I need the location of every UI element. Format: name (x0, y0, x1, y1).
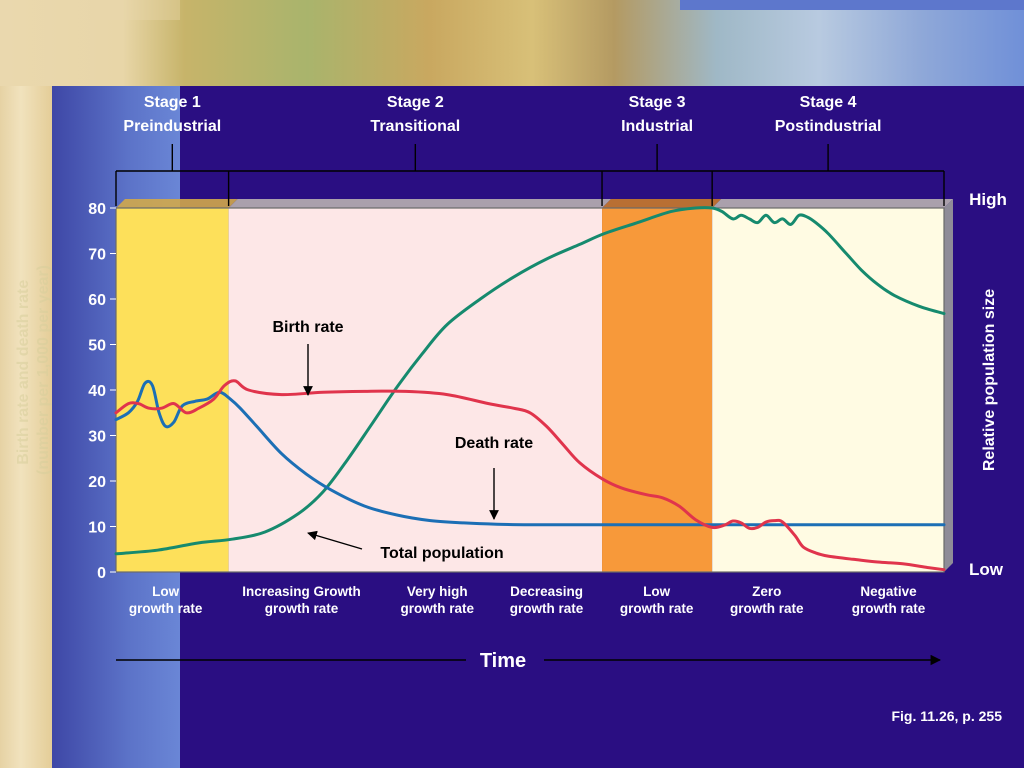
growth-label-1: Low growth rate (129, 584, 203, 616)
plot-right-edge (944, 199, 953, 572)
stage-label-3: Stage 3 Industrial (621, 94, 693, 135)
plot-depth-edge (116, 199, 953, 572)
parchment-border (0, 0, 52, 768)
stage-band-3 (602, 208, 713, 572)
y-tick-label-80: 80 (88, 201, 106, 218)
y-axis: 0 10 20 30 40 50 60 70 80 (88, 201, 116, 582)
y-tick-label-40: 40 (88, 383, 106, 400)
growth-label-5: Low growth rate (620, 584, 694, 616)
stage-label-1: Stage 1 Preindustrial (123, 94, 221, 135)
growth-label-3: Very high growth rate (401, 584, 475, 616)
growth-label-7: Negative growth rate (852, 584, 926, 616)
annotation-total-population: Total population (380, 545, 503, 562)
y-axis-label: Birth rate and death rate (number per 1,… (15, 265, 52, 475)
stage-band-top-4 (712, 199, 953, 208)
series-lines (114, 206, 946, 572)
annotation-birth-rate: Birth rate (272, 319, 343, 336)
stage-band-4 (712, 208, 944, 572)
stage-band-top-2 (228, 199, 612, 208)
y-axis-label-line1: Birth rate and death rate (15, 280, 32, 465)
y-tick-label-30: 30 (88, 429, 106, 446)
stage-label-4: Stage 4 Postindustrial (775, 94, 882, 135)
figure-reference: Fig. 11.26, p. 255 (891, 708, 1002, 724)
time-axis: Time (116, 650, 942, 672)
series-line-birth-rate (114, 379, 946, 572)
right-axis-high-label: High (969, 190, 1007, 209)
growth-label-4: Decreasing growth rate (510, 584, 584, 616)
y-tick-label-70: 70 (88, 247, 106, 264)
stage-band-top-3 (602, 199, 722, 208)
banner-overlay (52, 0, 180, 20)
right-axis-label: Relative population size (981, 289, 998, 471)
y-tick-label-20: 20 (88, 474, 106, 491)
annotation-total-population-arrow (307, 530, 363, 550)
y-tick-label-10: 10 (88, 520, 106, 537)
right-axis-low-label: Low (969, 560, 1004, 579)
stage-labels: Stage 1 Preindustrial Stage 2 Transitional S… (123, 94, 881, 135)
series-line-death-rate (114, 379, 946, 527)
stage-bands (116, 208, 944, 572)
stage-band-1 (116, 208, 229, 572)
decorative-banner (0, 0, 1024, 86)
stage-band-top-1 (116, 199, 238, 208)
y-axis-label-line2: (number per 1,000 per year) (35, 265, 52, 475)
growth-label-6: Zero growth rate (730, 584, 804, 616)
stage-band-2 (228, 208, 603, 572)
growth-label-2: Increasing Growth growth rate (242, 584, 361, 616)
growth-rate-labels: Low growth rate Increasing Growth growth ra… (129, 584, 926, 616)
y-tick-label-50: 50 (88, 338, 106, 355)
banner-accent (680, 0, 1024, 10)
y-tick-label-60: 60 (88, 292, 106, 309)
stage-label-2: Stage 2 Transitional (370, 94, 460, 135)
annotation-death-rate: Death rate (455, 435, 533, 452)
x-axis-label: Time (480, 650, 526, 672)
series-annotations: Birth rate Death rate Total population (272, 319, 533, 562)
series-line-total-population (114, 206, 946, 556)
y-tick-label-0: 0 (97, 565, 106, 582)
stage-brackets (115, 144, 945, 206)
